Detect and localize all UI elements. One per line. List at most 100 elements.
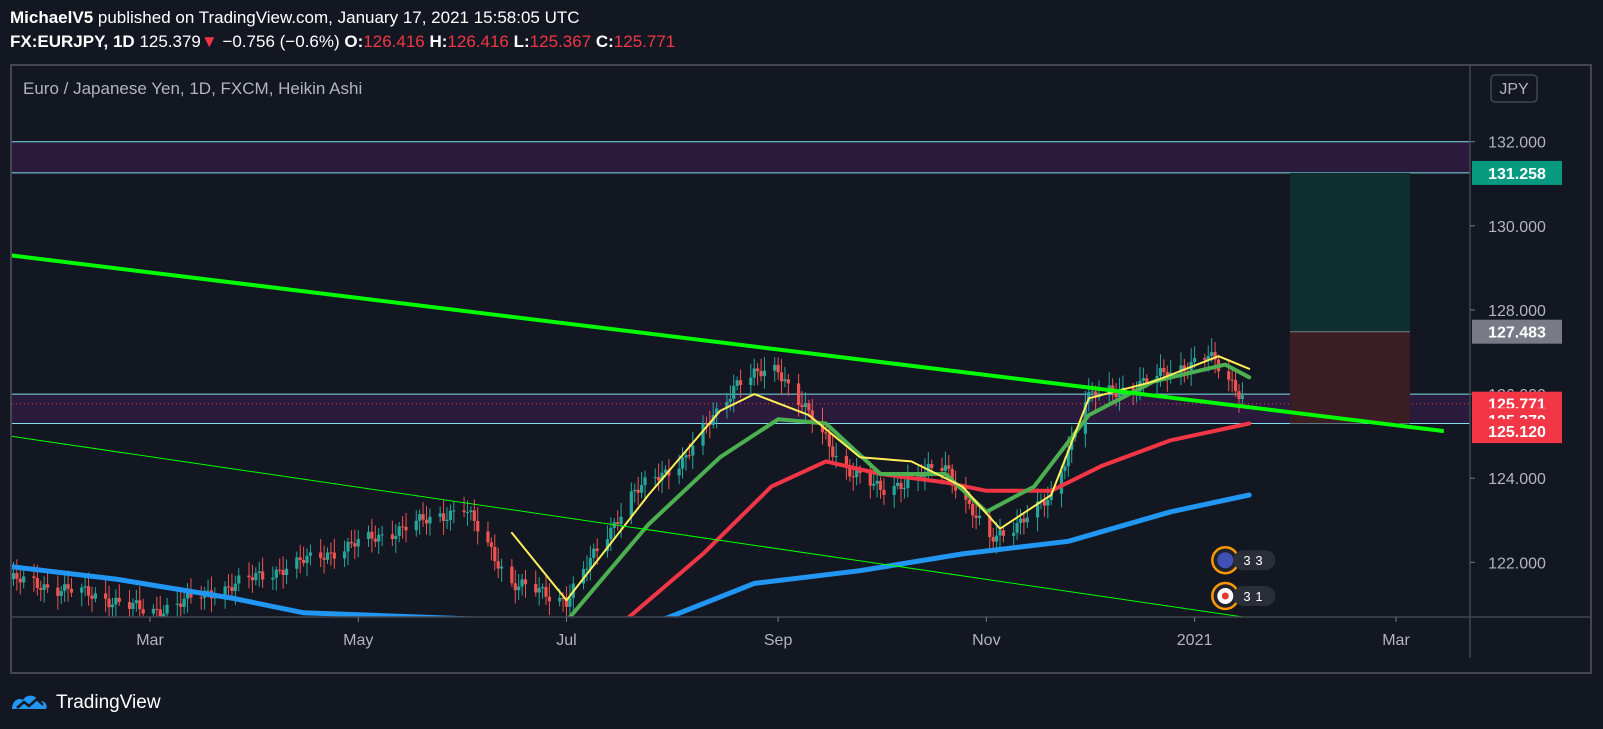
candle-body <box>370 531 374 539</box>
price-label-bg <box>1472 160 1562 185</box>
candle-body <box>540 586 545 589</box>
candle <box>414 510 418 537</box>
chart-frame[interactable] <box>10 64 1592 674</box>
x-tick-label: Nov <box>972 632 1000 649</box>
candle-body <box>882 489 886 495</box>
brand-name[interactable]: TradingView <box>56 692 161 713</box>
candle <box>254 567 258 586</box>
candle-body <box>308 552 313 556</box>
candle <box>448 504 453 531</box>
candle <box>349 530 354 549</box>
candle-body <box>356 539 360 547</box>
candle <box>592 543 596 565</box>
plot-area: 3 33 1 <box>12 141 1470 617</box>
candle-body <box>684 455 688 458</box>
candle-body <box>110 604 115 608</box>
candle-body <box>12 573 16 580</box>
candle-body <box>162 613 166 617</box>
candle-body <box>848 467 852 477</box>
candle-body <box>1001 530 1006 536</box>
candle <box>762 357 767 389</box>
candle-body <box>930 463 934 469</box>
candle-body <box>158 609 162 617</box>
candle-body <box>1158 368 1163 376</box>
author-name[interactable]: MichaelV5 <box>10 8 94 27</box>
candle <box>428 508 432 536</box>
candle <box>45 570 50 593</box>
candle-body <box>346 541 350 552</box>
candle <box>540 583 545 599</box>
candle <box>906 464 910 498</box>
candle <box>643 470 647 499</box>
candle-body <box>1090 391 1094 393</box>
candle-body <box>401 526 405 528</box>
candle <box>547 582 552 616</box>
candle <box>1012 521 1016 550</box>
candle <box>397 521 401 543</box>
candle <box>704 416 709 434</box>
candle-body <box>1111 385 1115 392</box>
candle-body <box>325 552 330 560</box>
candle-body <box>257 571 261 574</box>
candle <box>619 503 623 538</box>
publish-line: MichaelV5 published on TradingView.com, … <box>10 6 675 30</box>
candle <box>271 566 275 590</box>
candle-body <box>1213 352 1217 360</box>
candle <box>462 496 466 518</box>
candle-body <box>1141 378 1145 381</box>
candle-body <box>619 516 623 525</box>
candle-body <box>537 588 541 593</box>
candle <box>892 472 896 509</box>
price-label: 125.120 <box>1472 419 1562 444</box>
candle <box>831 433 835 465</box>
candle <box>203 586 207 610</box>
candle <box>247 562 251 589</box>
y-tick-label: 130.000 <box>1488 219 1546 236</box>
candle-body <box>779 372 784 382</box>
ema_long-line <box>12 492 1252 617</box>
event-count-pill <box>1233 550 1276 571</box>
candle <box>1022 513 1026 535</box>
candle-body <box>182 598 186 607</box>
candle-body <box>773 364 777 371</box>
candle <box>107 585 111 617</box>
candle <box>971 496 975 528</box>
candle-body <box>855 470 859 478</box>
candle-body <box>520 579 524 587</box>
footer: TradingView <box>10 690 161 716</box>
candle-body <box>725 401 729 409</box>
candle <box>278 558 282 575</box>
candle-body <box>414 520 418 531</box>
candle <box>165 597 169 617</box>
candle-body <box>800 404 804 408</box>
candle-body <box>226 586 231 588</box>
resistance-zone <box>12 141 1470 173</box>
candle-body <box>1165 371 1169 379</box>
candle <box>59 585 63 605</box>
candle-body <box>138 600 142 610</box>
candle-body <box>462 510 466 513</box>
candle <box>158 595 162 617</box>
candle <box>848 459 852 482</box>
candle-body <box>797 383 801 405</box>
candle-body <box>926 463 930 472</box>
candle-body <box>878 480 883 490</box>
candle <box>581 561 586 590</box>
candle-body <box>1015 523 1019 533</box>
currency-button[interactable]: JPY <box>1490 74 1538 103</box>
candle-body <box>1049 493 1053 500</box>
candle-body <box>233 583 237 592</box>
ema_fast-line <box>510 355 1251 602</box>
candle-body <box>1203 358 1207 360</box>
candle <box>1025 505 1029 529</box>
candle <box>110 597 115 617</box>
x-tick-label: Jul <box>556 632 576 649</box>
candle <box>667 459 671 490</box>
price-label-bg <box>1472 319 1562 344</box>
price-label-text: 125.120 <box>1488 424 1546 441</box>
candle-body <box>114 597 118 605</box>
candle-body <box>892 485 896 495</box>
candle-body <box>63 584 67 592</box>
candle-body <box>441 513 446 521</box>
